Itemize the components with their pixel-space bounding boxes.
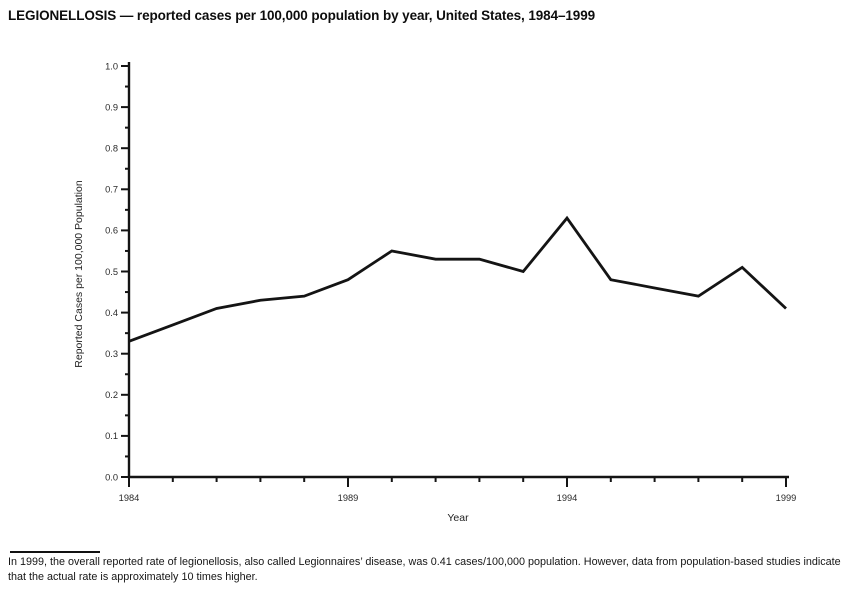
y-tick-label: 0.4: [105, 308, 118, 318]
data-line-series: [128, 215, 787, 343]
x-tick-label: 1999: [776, 493, 797, 503]
y-tick-label: 0.3: [105, 349, 118, 359]
y-axis-title: Reported Cases per 100,000 Population: [73, 180, 85, 368]
footnote-rule: [10, 551, 100, 553]
y-tick-label: 0.8: [105, 144, 118, 154]
line-chart: 0.0 0.1 0.2 0.3 0.4 0.5 0.6 0.7 0.8 0.9 1.0 1984 198…: [105, 61, 797, 503]
y-tick-label: 0.6: [105, 226, 118, 236]
y-tick-label: 0.9: [105, 102, 118, 112]
y-tick-label: 0.7: [105, 185, 118, 195]
x-tick-label: 1994: [557, 493, 578, 503]
y-tick-label: 0.1: [105, 431, 118, 441]
y-tick-label: 0.2: [105, 390, 118, 400]
y-tick-label: 1.0: [105, 61, 118, 71]
chart-title: LEGIONELLOSIS — reported cases per 100,0…: [8, 8, 596, 23]
footnote: In 1999, the overall reported rate of le…: [8, 556, 841, 584]
x-tick-label: 1989: [338, 493, 359, 503]
y-tick-label: 0.0: [105, 472, 118, 482]
y-tick-label: 0.5: [105, 267, 118, 277]
x-tick-label: 1984: [119, 493, 140, 503]
x-axis-title: Year: [447, 512, 469, 524]
